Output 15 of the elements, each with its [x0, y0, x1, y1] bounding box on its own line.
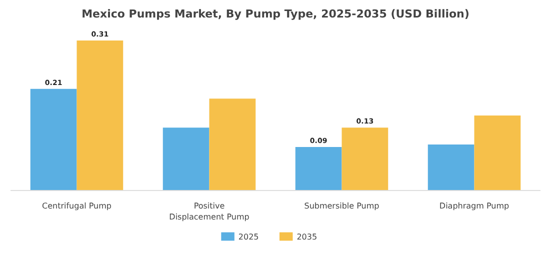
bar: [76, 40, 124, 190]
bar: [428, 144, 474, 190]
x-tick-label: Centrifugal Pump: [42, 202, 112, 210]
bar: [30, 88, 77, 190]
bar: [209, 98, 256, 190]
x-tick-label: Positive Displacement Pump: [169, 202, 250, 222]
legend-label: 2025: [238, 232, 259, 242]
bar: [474, 116, 521, 190]
bar: [295, 146, 342, 190]
x-tick-label: Submersible Pump: [304, 202, 380, 210]
chart-title: Mexico Pumps Market, By Pump Type, 2025-2035 (USD Billion): [82, 8, 470, 20]
bar: [342, 128, 388, 190]
x-tick-label: Diaphragm Pump: [439, 202, 510, 210]
bar: [162, 128, 210, 190]
legend-label: 2035: [296, 232, 318, 242]
